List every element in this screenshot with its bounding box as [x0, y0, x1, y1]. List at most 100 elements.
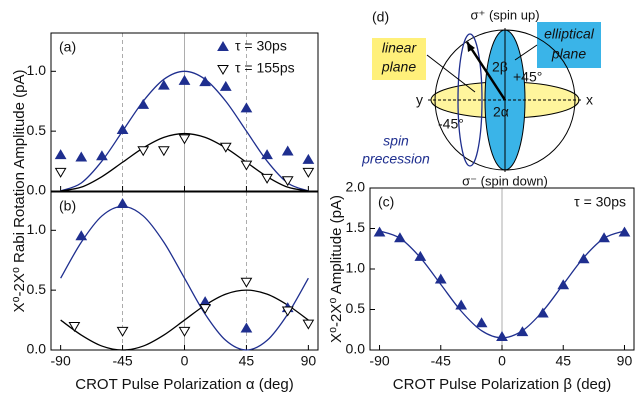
angle-label: 2β: [492, 59, 508, 75]
data-point: [54, 149, 67, 160]
x-tick-label: 90: [301, 353, 317, 369]
diagram-d: (d) σ⁺ (spin up) σ⁻ (spin down) linear p…: [361, 7, 601, 188]
angle-label: -45°: [438, 116, 464, 132]
data-point: [516, 326, 529, 337]
top-label: σ⁺ (spin up): [470, 7, 539, 22]
data-point: [240, 322, 253, 333]
data-point: [475, 317, 488, 328]
data-point: [178, 74, 191, 85]
data-point: [116, 197, 129, 208]
x-tick-label: -45: [112, 353, 132, 369]
x-tick-label: -90: [369, 353, 389, 369]
data-point: [137, 98, 150, 109]
data-point: [240, 160, 253, 171]
panel-label: (d): [372, 9, 389, 25]
fit-line: [60, 289, 309, 351]
data-point: [281, 176, 294, 187]
pointer: [426, 54, 476, 93]
data-point: [414, 250, 427, 261]
data-point: [281, 145, 294, 156]
angle-label: +45°: [513, 69, 542, 85]
annotation: τ = 30ps: [574, 194, 626, 210]
data-point: [75, 230, 88, 241]
x-axis-title: CROT Pulse Polarization β (deg): [393, 376, 611, 393]
y-tick-label: 1.0: [27, 221, 47, 237]
x-tick-label: 0: [181, 353, 189, 369]
data-point: [157, 146, 170, 157]
data-point: [536, 307, 549, 318]
data-point: [496, 331, 508, 342]
data-point: [219, 142, 232, 153]
axis-label: x: [586, 92, 593, 108]
y-axis-title: X⁰-2X⁰ Amplitude (pA): [328, 195, 345, 343]
panel-label: (a): [59, 39, 76, 55]
legend-marker: [217, 65, 229, 75]
data-point: [54, 167, 67, 178]
legend-label: τ = 155ps: [235, 60, 295, 76]
data-point: [116, 123, 129, 134]
panel-label: (b): [59, 198, 76, 214]
data-point: [240, 102, 253, 113]
precession-label: spin: [383, 133, 409, 149]
panel-label: (c): [378, 194, 394, 210]
data-point: [261, 149, 273, 160]
data-point: [178, 134, 191, 145]
x-tick-label: 0: [498, 353, 506, 369]
y-tick-label: 0.5: [27, 281, 47, 297]
data-point: [240, 277, 253, 288]
data-point: [557, 279, 570, 290]
x-tick-label: -45: [431, 353, 451, 369]
x-tick-label: 90: [617, 353, 633, 369]
data-point: [68, 322, 81, 333]
data-point: [302, 153, 315, 164]
linear-plane-label: linear: [382, 40, 418, 56]
y-tick-label: 0.5: [346, 300, 366, 316]
data-point: [261, 173, 273, 184]
x-tick-label: 45: [239, 353, 255, 369]
data-point: [455, 299, 468, 310]
pointer: [514, 44, 538, 61]
data-point: [302, 167, 315, 178]
data-point: [219, 80, 232, 91]
data-point: [577, 253, 590, 264]
data-point: [434, 273, 447, 284]
y-tick-label: 1.0: [346, 260, 366, 276]
data-point: [598, 232, 610, 243]
bottom-label: σ⁻ (spin down): [462, 173, 548, 188]
data-point: [137, 146, 150, 157]
spin-arrowhead: [467, 42, 475, 52]
legend-marker: [217, 41, 229, 51]
data-point: [75, 151, 88, 162]
angle-label: 2α: [493, 104, 509, 120]
data-point: [394, 232, 406, 243]
y-tick-label: 0.5: [27, 122, 47, 138]
fit-line: [60, 70, 309, 192]
x-axis-title: CROT Pulse Polarization α (deg): [75, 376, 293, 393]
y-tick-label: 0.0: [27, 341, 47, 357]
data-point: [116, 326, 129, 337]
data-point: [157, 79, 170, 90]
y-tick-label: 1.0: [27, 62, 47, 78]
fit-line: [60, 205, 309, 351]
legend-label: τ = 30ps: [235, 38, 287, 54]
elliptical-plane-label: plane: [551, 46, 586, 62]
y-axis-title: X⁰-2X⁰ Rabi Rotation Amplitude (pA): [11, 70, 28, 313]
y-tick-label: 1.5: [346, 219, 366, 235]
data-point: [96, 150, 108, 161]
elliptical-plane-label: elliptical: [544, 26, 595, 42]
spin-vector: [465, 41, 507, 101]
x-tick-label: -90: [51, 353, 71, 369]
y-tick-label: 0.0: [346, 341, 366, 357]
data-point: [281, 306, 294, 317]
precession-label: precession: [361, 151, 430, 167]
y-tick-label: 0.0: [27, 182, 47, 198]
axis-label: y: [416, 92, 423, 108]
data-point: [302, 319, 315, 330]
data-point: [373, 226, 386, 237]
data-point: [199, 304, 212, 315]
data-point: [618, 226, 631, 237]
linear-plane-label: plane: [381, 59, 416, 75]
x-tick-label: 45: [555, 353, 571, 369]
linear-plane-box: [372, 38, 426, 80]
